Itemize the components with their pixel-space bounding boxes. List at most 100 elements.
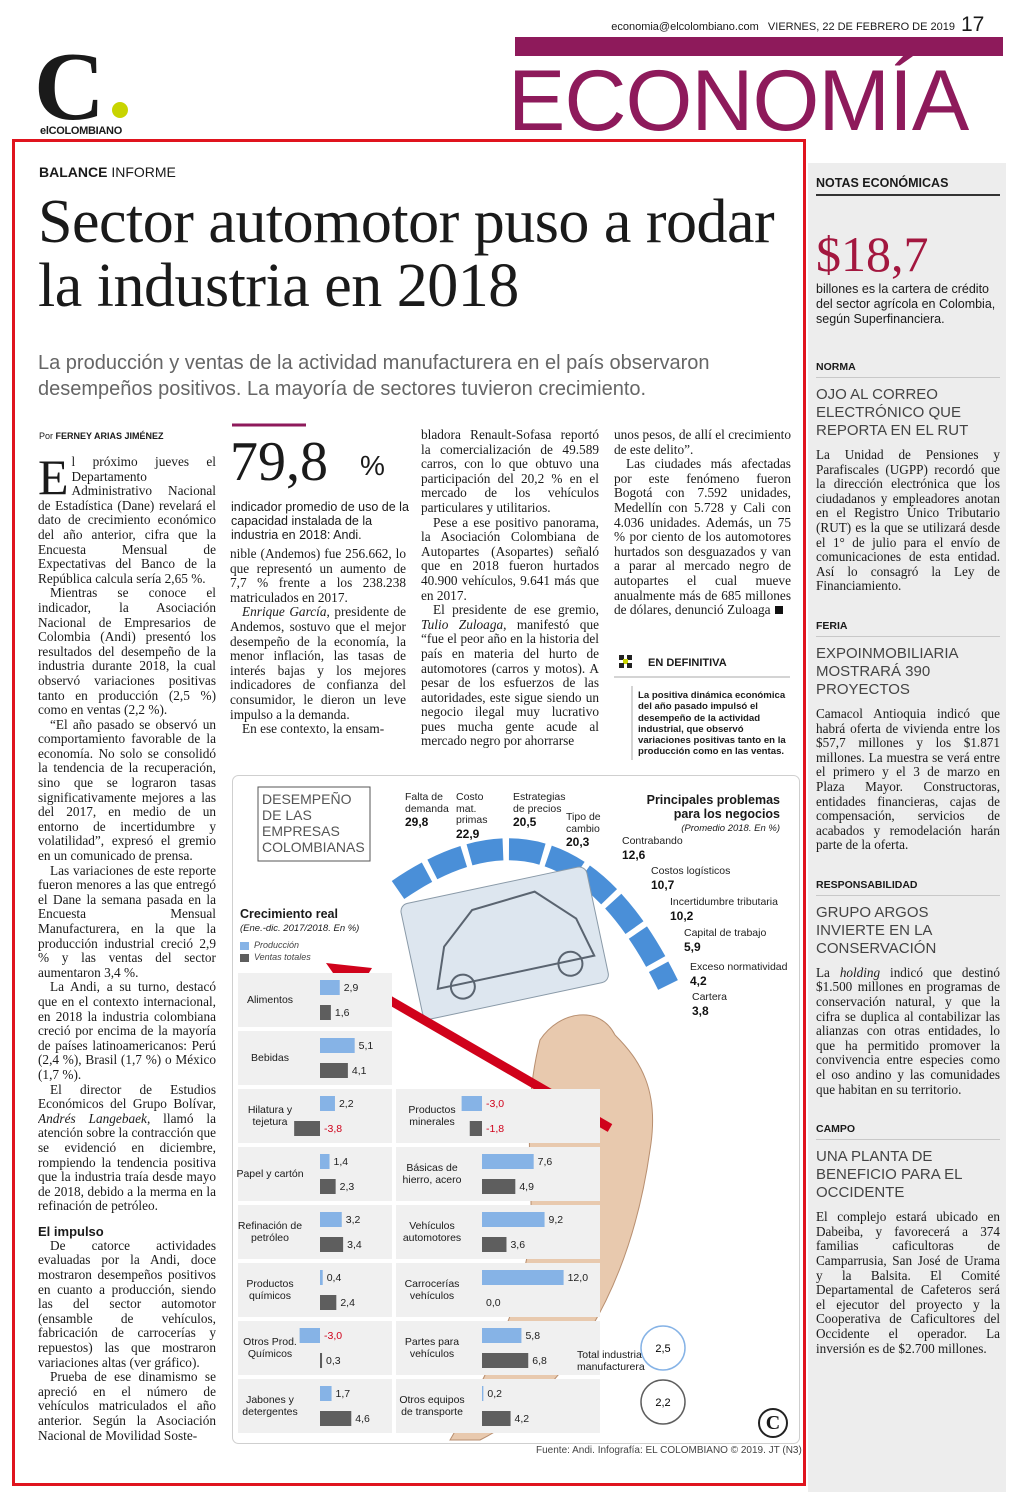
summary-icon	[619, 655, 632, 668]
bar-label: 1,4	[334, 1156, 349, 1168]
text: De catorce actividades evaluadas por la …	[38, 1237, 216, 1370]
text: Las variaciones de este reporte fueron m…	[38, 862, 216, 980]
highlight-frame	[12, 139, 806, 1486]
byline-prefix: Por	[39, 431, 54, 441]
bar	[482, 1411, 511, 1426]
page-number: 17	[961, 13, 985, 36]
note-label: CAMPO	[816, 1123, 1000, 1141]
problems-title: Principales problemas para los negocios	[646, 793, 780, 821]
category-label: Partes para vehículos	[404, 1336, 460, 1360]
bar	[294, 1121, 320, 1136]
paragraph: “El año pasado se observó un comportamie…	[38, 717, 216, 864]
text: unos pesos, de allí el crecimiento de es…	[614, 428, 791, 457]
bar-label: -1,8	[486, 1123, 504, 1135]
note-label: FERIA	[816, 620, 1000, 637]
category-label: Alimentos	[246, 994, 294, 1006]
text: , llamó la atención sobre la contracción…	[38, 1110, 216, 1214]
kicker: BALANCE INFORME	[39, 164, 176, 180]
category-label: Bebidas	[251, 1052, 289, 1064]
total-value: 2,2	[655, 1397, 670, 1409]
row-background	[238, 1147, 392, 1201]
bar	[482, 1154, 534, 1169]
notes: NORMA OJO AL CORREO ELECTRÓNICO QUE REPOR…	[816, 361, 1000, 1356]
problem-value: 20,3	[566, 835, 590, 849]
paragraph: Las variaciones de este reporte fueron m…	[38, 862, 216, 981]
legend-label: Ventas totales	[254, 952, 311, 962]
column: bladora Renault-Sofasa reportó la comerc…	[421, 428, 599, 758]
category-label: Productos químicos	[246, 1278, 294, 1302]
bar	[482, 1353, 529, 1368]
callout-unit: %	[360, 450, 385, 481]
text: Prueba de ese dinamismo se apreció en el…	[38, 1369, 216, 1443]
logo-dot	[112, 102, 128, 118]
paragraph: Pese a ese positivo panorama, la Asociac…	[421, 515, 599, 604]
end-mark	[774, 606, 783, 615]
bar	[482, 1328, 522, 1343]
italic-text: Enrique García	[242, 604, 327, 620]
column: nible (Andemos) fue 256.662, lo que repr…	[230, 547, 406, 759]
problem-value: 22,9	[456, 827, 480, 841]
bar-label: 4,1	[352, 1065, 367, 1077]
byline: Por FERNEY ARIAS JIMÉNEZ	[39, 431, 164, 441]
bar	[482, 1212, 545, 1227]
logo-name: elCOLOMBIANO	[40, 125, 122, 137]
note-label: RESPONSABILIDAD	[816, 879, 1000, 896]
category-label: Otros Prod. Químicos	[243, 1336, 297, 1360]
note-body: La Unidad de Pensiones y Parafiscales (U…	[816, 447, 1000, 594]
note-body: El complejo estará ubicado en Dabeiba, y…	[816, 1209, 1000, 1356]
problems-arc	[391, 838, 678, 990]
header-email: economia@elcolombiano.com	[611, 21, 759, 33]
problem-label: Falta de demanda	[405, 791, 449, 815]
bar-label: 3,6	[510, 1239, 525, 1251]
sidebar-figure: $18,7	[816, 226, 929, 282]
problem-label: Costos logísticos	[651, 865, 731, 877]
note-body: Camacol Antioquia indicó que habrá ofert…	[816, 705, 1000, 853]
bar-label: 3,2	[346, 1214, 361, 1226]
kicker-bold: BALANCE	[39, 164, 108, 180]
text: El director de Estudios Económicos del G…	[38, 1081, 216, 1112]
total-marker	[640, 1325, 686, 1371]
category-label: Otros equipos de transporte	[399, 1394, 465, 1418]
category-label: Básicas de hierro, acero	[402, 1162, 462, 1186]
text: nible (Andemos) fue 256.662, lo que repr…	[230, 547, 406, 605]
paragraph: bladora Renault-Sofasa reportó la comerc…	[421, 428, 599, 516]
category-label: Hilatura y tejetura	[247, 1104, 293, 1128]
note-headline: GRUPO ARGOS INVIERTE EN LA CONSERVACIÓN	[816, 903, 937, 957]
problem-label: Incertidumbre tributaria	[670, 896, 778, 908]
sidebar: NOTAS ECONÓMICAS $18,7 billones es la ca…	[816, 176, 1000, 1356]
paragraph: unos pesos, de allí el crecimiento de es…	[614, 428, 791, 457]
paragraph: nible (Andemos) fue 256.662, lo que repr…	[230, 547, 406, 605]
bar	[482, 1237, 507, 1252]
note-headline: UNA PLANTA DE BENEFICIO PARA EL OCCIDENT…	[816, 1148, 962, 1202]
section-bar	[515, 37, 1003, 56]
legend-label: Producción	[254, 940, 300, 950]
bar	[320, 980, 340, 995]
total-label: Total industria manufacturera	[577, 1349, 645, 1373]
text: El complejo estará ubicado en Dabeiba, y…	[816, 1209, 1000, 1356]
italic-text: Tulio Zuloaga	[421, 616, 504, 632]
bar-label: 6,8	[532, 1355, 547, 1367]
row-background	[238, 1031, 392, 1085]
total-value: 2,5	[655, 1343, 670, 1355]
row-background	[396, 1089, 600, 1143]
bar-label: 0,4	[327, 1272, 342, 1284]
bar-label: 9,2	[549, 1214, 564, 1226]
bar-label: 2,2	[339, 1098, 354, 1110]
header-date: VIERNES, 22 DE FEBRERO DE 2019	[767, 21, 955, 33]
bar-label: 0,3	[326, 1355, 341, 1367]
bar-label: -3,8	[324, 1123, 342, 1135]
sidebar-figure-text: billones es la cartera de crédito del se…	[816, 282, 996, 326]
headline: Sector automotor puso a rodar la industr…	[38, 188, 775, 320]
text: Camacol Antioquia indicó que habrá ofert…	[816, 705, 1000, 853]
problem-label: Tipo de cambio	[566, 811, 601, 835]
bar-label: 1,6	[335, 1007, 350, 1019]
category-label: Jabones y detergentes	[242, 1394, 298, 1418]
row-background	[238, 1379, 392, 1433]
problem-value: 10,7	[651, 878, 675, 892]
bar	[299, 1328, 320, 1343]
column: unos pesos, de allí el crecimiento de es…	[614, 428, 791, 634]
callout-value: 79,8	[230, 431, 328, 493]
italic-text: Andrés Langebaek	[38, 1110, 147, 1126]
